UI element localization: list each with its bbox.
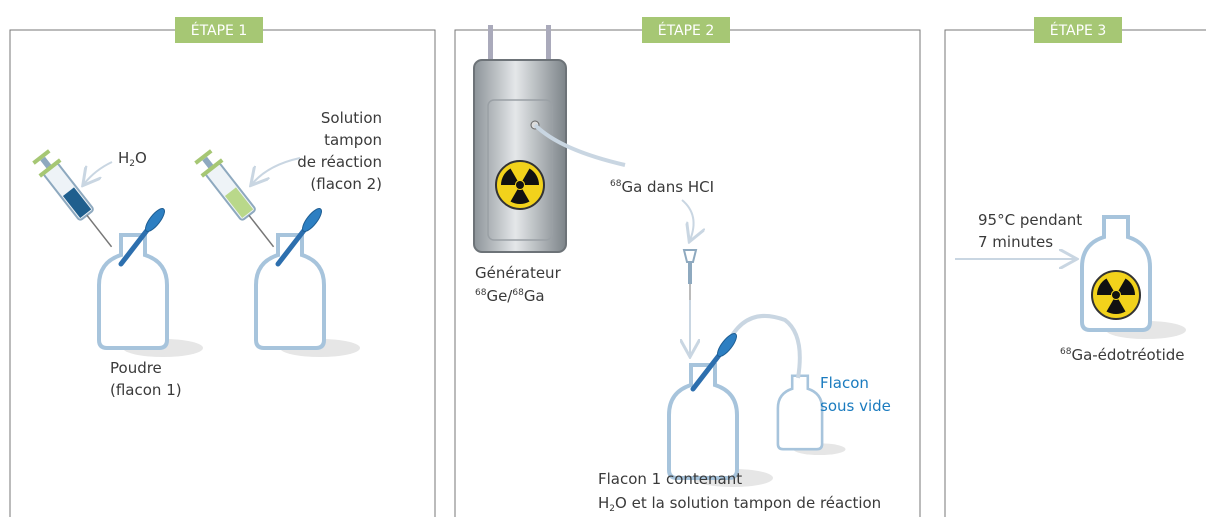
water-label: H2O	[118, 149, 147, 169]
vacuum-label: sous vide	[820, 397, 891, 415]
heating-label: 95°C pendant	[978, 211, 1082, 229]
buffer-label: Solution	[321, 109, 382, 127]
step3-illustration	[955, 215, 1188, 341]
step-label: ÉTAPE 2	[658, 22, 715, 39]
isotope-label: 68Ge/68Ga	[475, 287, 545, 305]
buffer-label: de réaction	[297, 153, 382, 171]
panel-frames	[9, 29, 1206, 517]
step-badge	[175, 17, 263, 43]
eluate-label: 68Ga dans HCI	[610, 178, 714, 196]
vacuum-label: Flacon	[820, 374, 869, 392]
step2-illustration	[473, 25, 847, 489]
vial-label: H2O et la solution tampon de réaction	[598, 494, 881, 514]
buffer-label: tampon	[324, 131, 382, 149]
step-badge	[642, 17, 730, 43]
buffer-label: (flacon 2)	[310, 175, 382, 193]
step-label: ÉTAPE 1	[191, 22, 248, 39]
powder-label: Poudre	[110, 359, 162, 377]
step-badge	[1034, 17, 1122, 43]
heating-label: 7 minutes	[978, 233, 1053, 251]
product-label: 68Ga-édotréotide	[1060, 346, 1185, 364]
powder-label: (flacon 1)	[110, 381, 182, 399]
step1-illustration	[32, 149, 362, 359]
generator-label: Générateur	[475, 264, 562, 282]
step-label: ÉTAPE 3	[1050, 22, 1107, 39]
vial-label: Flacon 1 contenant	[598, 470, 742, 488]
